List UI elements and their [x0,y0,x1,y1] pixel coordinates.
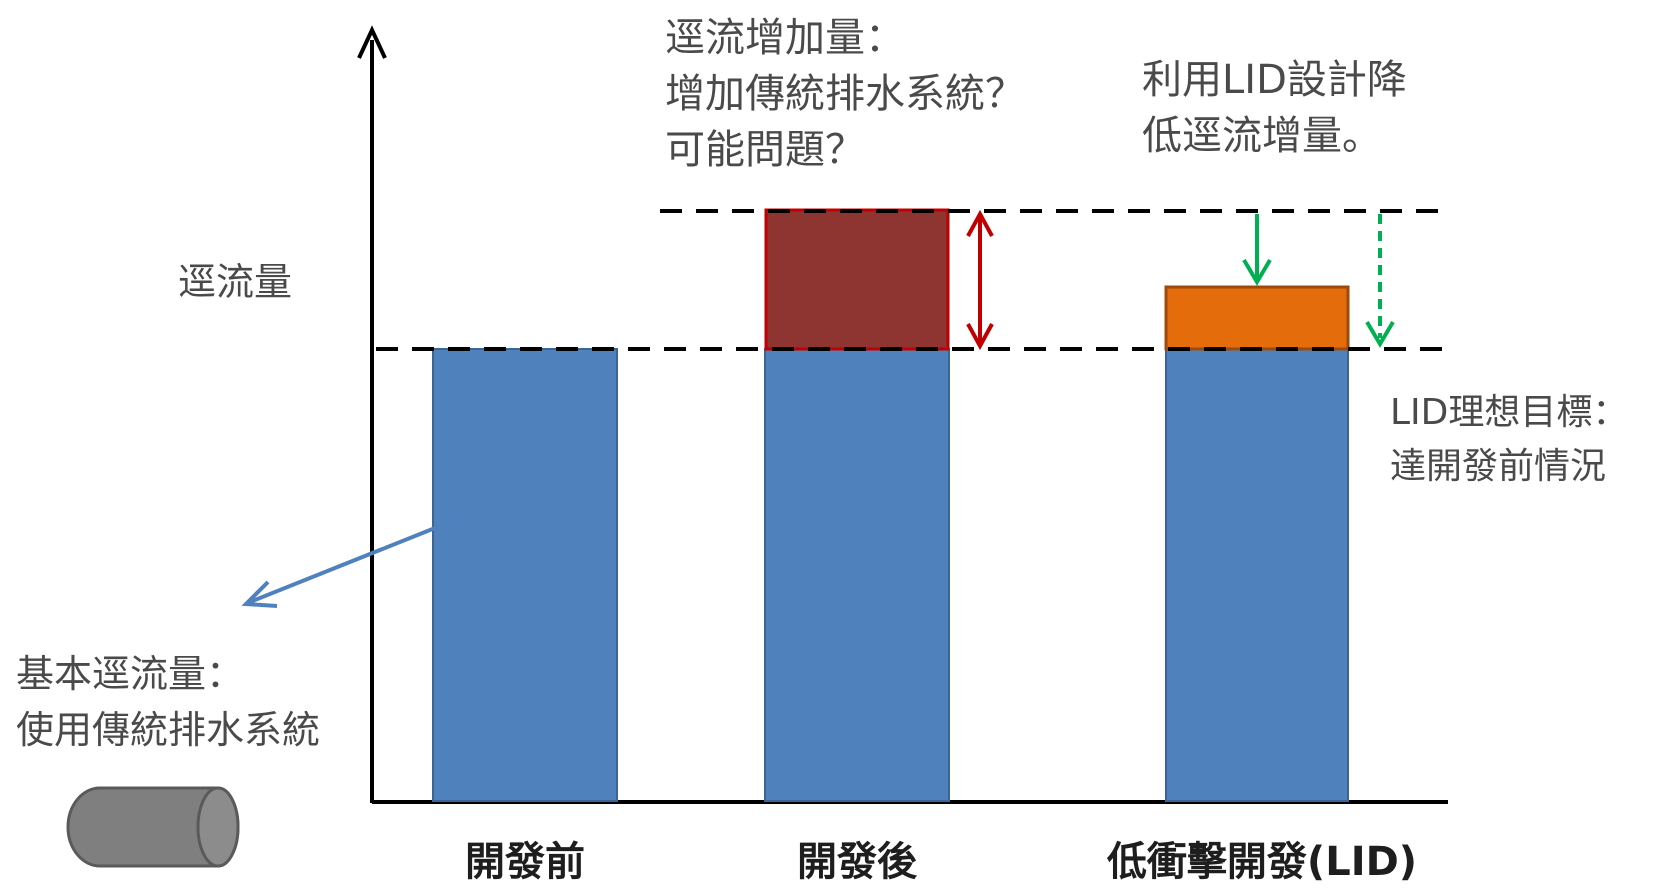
lid-goal-note-line-2: 達開發前情況 [1390,446,1607,487]
bar-lid-increase [1164,285,1350,351]
y-axis-arrowhead [357,25,387,59]
increase-note: 逕流增加量： 增加傳統排水系統？ 可能問題？ [665,10,1025,178]
category-label-after: 開發後 [797,839,917,885]
category-label-before: 開發前 [465,839,585,885]
increase-note-line-3: 可能問題？ [665,127,865,173]
bar-before-base [432,348,618,802]
pipe-icon [66,786,240,868]
lid-goal-note: LID理想目標： 達開發前情況 [1390,386,1628,494]
lid-goal-arrow [1365,214,1395,348]
lid-reduction-arrow [1242,214,1272,286]
base-note-line-2: 使用傳統排水系統 [16,708,321,752]
bar-after-increase [764,208,950,351]
lid-reduce-note: 利用LID設計降 低逕流增量。 [1142,52,1407,164]
base-pointer-arrow [241,510,476,608]
bar-lid-base [1165,348,1349,802]
lid-goal-note-line-1: LID理想目標： [1390,392,1629,433]
y-axis-label: 逕流量 [178,260,293,304]
increase-note-line-1: 逕流增加量： [665,15,905,61]
base-note: 基本逕流量： 使用傳統排水系統 [16,646,320,758]
lid-reduce-note-line-1: 利用LID設計降 [1142,57,1407,103]
category-label-lid: 低衝擊開發(LID) [1106,839,1418,885]
increase-arrow [966,209,994,351]
bar-after-base [764,348,950,802]
base-note-line-1: 基本逕流量： [16,652,245,696]
lid-reduce-note-line-2: 低逕流增量。 [1142,113,1382,159]
increase-note-line-2: 增加傳統排水系統？ [665,71,1025,117]
